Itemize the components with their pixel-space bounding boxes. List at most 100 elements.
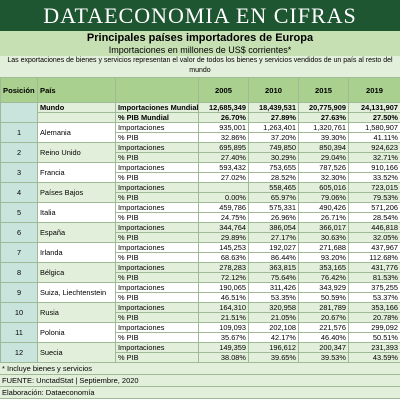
line-label: Importaciones — [115, 182, 199, 193]
column-header: 2015 — [298, 77, 349, 103]
row: 12 Suecia Importaciones 149,359 196,612 200,3… — [0, 342, 400, 363]
value: 1,580,907 — [348, 122, 400, 133]
position — [0, 102, 38, 123]
value: 38.08% — [198, 352, 249, 363]
value: 145,253 — [198, 242, 249, 253]
value: 65.97% — [248, 192, 299, 203]
country: Mundo — [37, 102, 116, 113]
country-blank — [37, 112, 116, 123]
position: 12 — [0, 342, 38, 363]
line-label: Importaciones — [115, 342, 199, 353]
value: 190,065 — [198, 282, 249, 293]
value: 271,688 — [298, 242, 349, 253]
value: 366,017 — [298, 222, 349, 233]
line-label: Importaciones — [115, 282, 199, 293]
position: 7 — [0, 242, 38, 263]
line-label: % PIB — [115, 272, 199, 283]
line-label: Importaciones — [115, 322, 199, 333]
value: 149,359 — [198, 342, 249, 353]
value: 26.71% — [298, 212, 349, 223]
value: 278,283 — [198, 262, 249, 273]
row: % PIB 21.51% 21.05% 20.67% 20.78% — [1, 312, 400, 323]
line-label: % PIB — [115, 252, 199, 263]
value: 76.42% — [298, 272, 349, 283]
row: 5 Italia Importaciones 459,786 575,331 490,42… — [0, 202, 400, 223]
position: 6 — [0, 222, 38, 243]
country: Rusia — [37, 302, 116, 323]
value: 20.67% — [298, 312, 349, 323]
country: Bélgica — [37, 262, 116, 283]
row: 8 Bélgica Importaciones 278,283 363,815 353,1… — [0, 262, 400, 283]
country: Países Bajos — [37, 182, 116, 203]
value: 749,850 — [248, 142, 299, 153]
value: 79.06% — [298, 192, 349, 203]
line-label: Importaciones — [115, 262, 199, 273]
line-label: % PIB — [115, 192, 199, 203]
line-label: % PIB — [115, 292, 199, 303]
value: 68.63% — [198, 252, 249, 263]
line-label: % PIB — [115, 212, 199, 223]
value: 0.00% — [198, 192, 249, 203]
line-label: Importaciones — [115, 202, 199, 213]
value: 386,054 — [248, 222, 299, 233]
column-header: 2019 — [348, 77, 400, 103]
line-label: % PIB — [115, 352, 199, 363]
value: 35.67% — [198, 332, 249, 343]
value: 26.70% — [198, 112, 249, 123]
value: 32.05% — [348, 232, 400, 243]
row: 2 Reino Unido Importaciones 695,895 749,850 8… — [0, 142, 400, 163]
value: 850,394 — [298, 142, 349, 153]
row: % PIB 32.86% 37.20% 39.30% 41.11% — [1, 132, 400, 143]
value: 28.54% — [348, 212, 400, 223]
value: 32.71% — [348, 152, 400, 163]
row: 1 Alemania Importaciones 935,001 1,263,401 1,… — [0, 122, 400, 143]
value: 30.63% — [298, 232, 349, 243]
country: Suiza, Liechtenstein — [37, 282, 116, 303]
value: 27.02% — [198, 172, 249, 183]
value: 593,432 — [198, 162, 249, 173]
value: 43.59% — [348, 352, 400, 363]
value: 93.20% — [298, 252, 349, 263]
row: 7 Irlanda Importaciones 145,253 192,027 271,6… — [0, 242, 400, 263]
value: 575,331 — [248, 202, 299, 213]
position: 3 — [0, 162, 38, 183]
country: Suecia — [37, 342, 116, 363]
value: 24,131,907 — [348, 102, 400, 113]
value: 39.53% — [298, 352, 349, 363]
value: 446,818 — [348, 222, 400, 233]
value: 192,027 — [248, 242, 299, 253]
column-header-blank — [115, 77, 199, 103]
line-label: Importaciones — [115, 302, 199, 313]
value: 164,310 — [198, 302, 249, 313]
value: 29.04% — [298, 152, 349, 163]
value: 12,685,349 — [198, 102, 249, 113]
value: 20.78% — [348, 312, 400, 323]
row: % PIB 46.51% 53.35% 50.59% 53.37% — [1, 292, 400, 303]
value: 753,655 — [248, 162, 299, 173]
value: 231,393 — [348, 342, 400, 353]
column-header: 2005 — [198, 77, 249, 103]
value: 27.63% — [298, 112, 349, 123]
value: 320,958 — [248, 302, 299, 313]
value: 1,320,761 — [298, 122, 349, 133]
value: 353,165 — [298, 262, 349, 273]
value: 53.35% — [248, 292, 299, 303]
position: 9 — [0, 282, 38, 303]
column-header: País — [37, 77, 116, 103]
value: 42.17% — [248, 332, 299, 343]
subtitle: Importaciones en millones de US$ corrien… — [0, 45, 400, 56]
position: 10 — [0, 302, 38, 323]
value: 26.96% — [248, 212, 299, 223]
value: 375,255 — [348, 282, 400, 293]
country: Polonia — [37, 322, 116, 343]
value: 28.52% — [248, 172, 299, 183]
value: 196,612 — [248, 342, 299, 353]
value: 46.51% — [198, 292, 249, 303]
line-label: Importaciones — [115, 162, 199, 173]
row: % PIB 38.08% 39.65% 39.53% 43.59% — [1, 352, 400, 363]
value: 344,764 — [198, 222, 249, 233]
value: 935,001 — [198, 122, 249, 133]
country: Alemania — [37, 122, 116, 143]
value: 79.53% — [348, 192, 400, 203]
